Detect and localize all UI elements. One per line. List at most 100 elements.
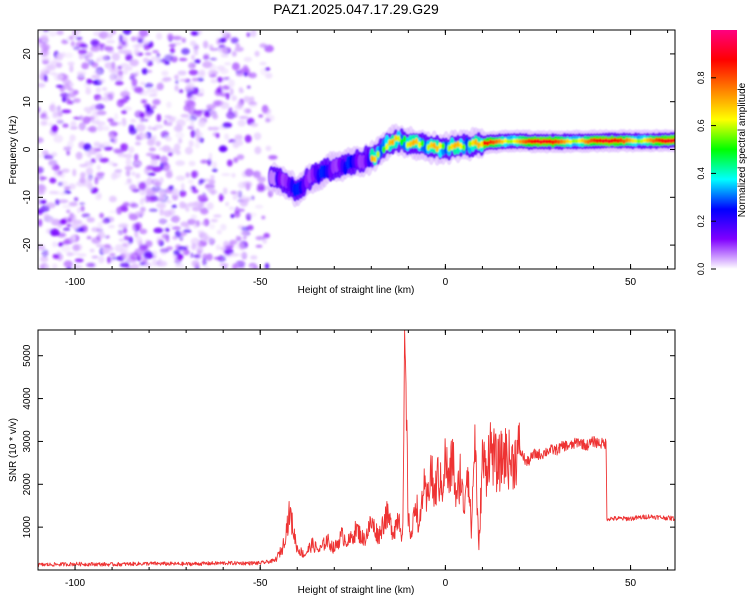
heatmap-speckle-cell: [212, 168, 218, 173]
heatmap-speckle-cell: [181, 248, 186, 254]
heatmap-speckle-cell: [195, 93, 204, 97]
x-tick-label: 50: [625, 277, 637, 288]
heatmap-speckle-cell: [186, 84, 193, 92]
heatmap-speckle-cell: [151, 105, 157, 109]
heatmap-ridge-cell: [405, 141, 410, 149]
heatmap-speckle-cell: [212, 113, 219, 120]
heatmap-speckle-cell: [47, 160, 57, 169]
heatmap-speckle-cell: [150, 56, 158, 62]
heatmap-speckle-cell: [43, 66, 49, 71]
heatmap-speckle-cell: [152, 99, 161, 106]
heatmap-speckle-cell: [246, 32, 251, 37]
heatmap-speckle-cell: [191, 54, 195, 61]
heatmap-speckle-cell: [53, 73, 63, 81]
heatmap-speckle-cell: [197, 230, 205, 234]
heatmap-speckle-cell: [166, 199, 173, 204]
heatmap-speckle-cell: [236, 190, 241, 198]
heatmap-speckle-cell: [84, 58, 91, 62]
heatmap-speckle-cell: [43, 74, 48, 82]
heatmap-speckle-cell: [264, 262, 270, 269]
heatmap-speckle-cell: [183, 202, 188, 210]
heatmap-speckle-cell: [156, 53, 161, 58]
heatmap-speckle-cell: [261, 215, 266, 220]
heatmap-speckle-cell: [159, 177, 164, 184]
heatmap-speckle-cell: [152, 166, 162, 173]
heatmap-speckle-cell: [117, 45, 123, 50]
heatmap-speckle-cell: [114, 149, 124, 154]
heatmap-ridge-cell: [628, 137, 632, 143]
heatmap-speckle-cell: [85, 262, 96, 268]
heatmap-speckle-cell: [75, 36, 83, 41]
heatmap-speckle-cell: [38, 209, 45, 214]
heatmap-speckle-cell: [41, 56, 51, 62]
heatmap-speckle-cell: [190, 129, 196, 138]
heatmap-speckle-cell: [97, 97, 107, 101]
heatmap-speckle-cell: [144, 262, 152, 269]
heatmap-speckle-cell: [254, 146, 262, 155]
heatmap-speckle-cell: [85, 87, 91, 95]
heatmap-speckle-cell: [212, 100, 222, 107]
heatmap-ridge-cell: [642, 137, 647, 143]
heatmap-ridge-cell: [411, 139, 416, 146]
heatmap-speckle-cell: [165, 171, 173, 179]
heatmap-speckle-cell: [188, 69, 199, 76]
heatmap-speckle-cell: [135, 235, 143, 244]
heatmap-speckle-cell: [171, 204, 177, 209]
heatmap-speckle-cell: [80, 205, 85, 212]
heatmap-speckle-cell: [248, 101, 258, 106]
heatmap-speckle-cell: [118, 238, 125, 242]
heatmap-speckle-cell: [231, 173, 236, 178]
heatmap-speckle-cell: [79, 163, 88, 168]
heatmap-speckle-cell: [135, 173, 141, 179]
heatmap-speckle-cell: [130, 263, 139, 269]
heatmap-speckle-cell: [225, 245, 234, 249]
heatmap-speckle-cell: [210, 174, 215, 180]
heatmap-speckle-cell: [138, 30, 149, 37]
spectrogram-y-label: Frequency (Hz): [8, 116, 19, 185]
heatmap-speckle-cell: [212, 161, 217, 169]
heatmap-speckle-cell: [209, 63, 217, 72]
y-tick-label: 10: [22, 96, 33, 108]
heatmap-speckle-cell: [145, 112, 152, 118]
heatmap-speckle-cell: [71, 251, 80, 256]
heatmap-speckle-cell: [109, 121, 119, 127]
heatmap-speckle-cell: [128, 146, 135, 154]
heatmap-ridge-cell: [580, 138, 585, 144]
heatmap-speckle-cell: [231, 50, 237, 57]
heatmap-speckle-cell: [175, 150, 181, 155]
heatmap-speckle-cell: [161, 70, 169, 77]
heatmap-speckle-cell: [72, 244, 80, 252]
heatmap-ridge-cell: [414, 137, 419, 145]
colorbar: 0.0 0.2 0.4 0.6 0.8 Normalized spectral ampl…: [696, 30, 748, 275]
heatmap-speckle-cell: [66, 35, 76, 41]
heatmap-speckle-cell: [258, 114, 264, 118]
heatmap-speckle-cell: [252, 265, 259, 269]
heatmap-speckle-cell: [147, 125, 152, 131]
heatmap-speckle-cell: [206, 202, 214, 210]
heatmap-speckle-cell: [191, 77, 199, 82]
x-tick-label: 0: [443, 277, 449, 288]
heatmap-speckle-cell: [73, 116, 81, 120]
heatmap-speckle-cell: [198, 69, 206, 76]
heatmap-speckle-cell: [215, 244, 221, 251]
heatmap-speckle-cell: [234, 46, 244, 52]
heatmap-speckle-cell: [187, 107, 197, 115]
heatmap-speckle-cell: [165, 136, 172, 142]
heatmap-speckle-cell: [69, 217, 76, 224]
heatmap-speckle-cell: [102, 125, 110, 131]
heatmap-speckle-cell: [243, 72, 248, 77]
heatmap-speckle-cell: [158, 190, 166, 196]
heatmap-speckle-cell: [52, 263, 58, 269]
heatmap-speckle-cell: [59, 191, 66, 196]
heatmap-speckle-cell: [188, 140, 194, 148]
heatmap-ridge-cell: [450, 143, 454, 151]
heatmap-speckle-cell: [202, 253, 208, 261]
heatmap-speckle-cell: [225, 201, 230, 207]
y-tick-label: 1000: [22, 516, 33, 539]
heatmap-speckle-cell: [93, 141, 101, 147]
heatmap-speckle-cell: [86, 236, 92, 240]
heatmap-speckle-cell: [208, 179, 216, 185]
heatmap-speckle-cell: [140, 99, 148, 104]
heatmap-speckle-cell: [242, 236, 247, 240]
